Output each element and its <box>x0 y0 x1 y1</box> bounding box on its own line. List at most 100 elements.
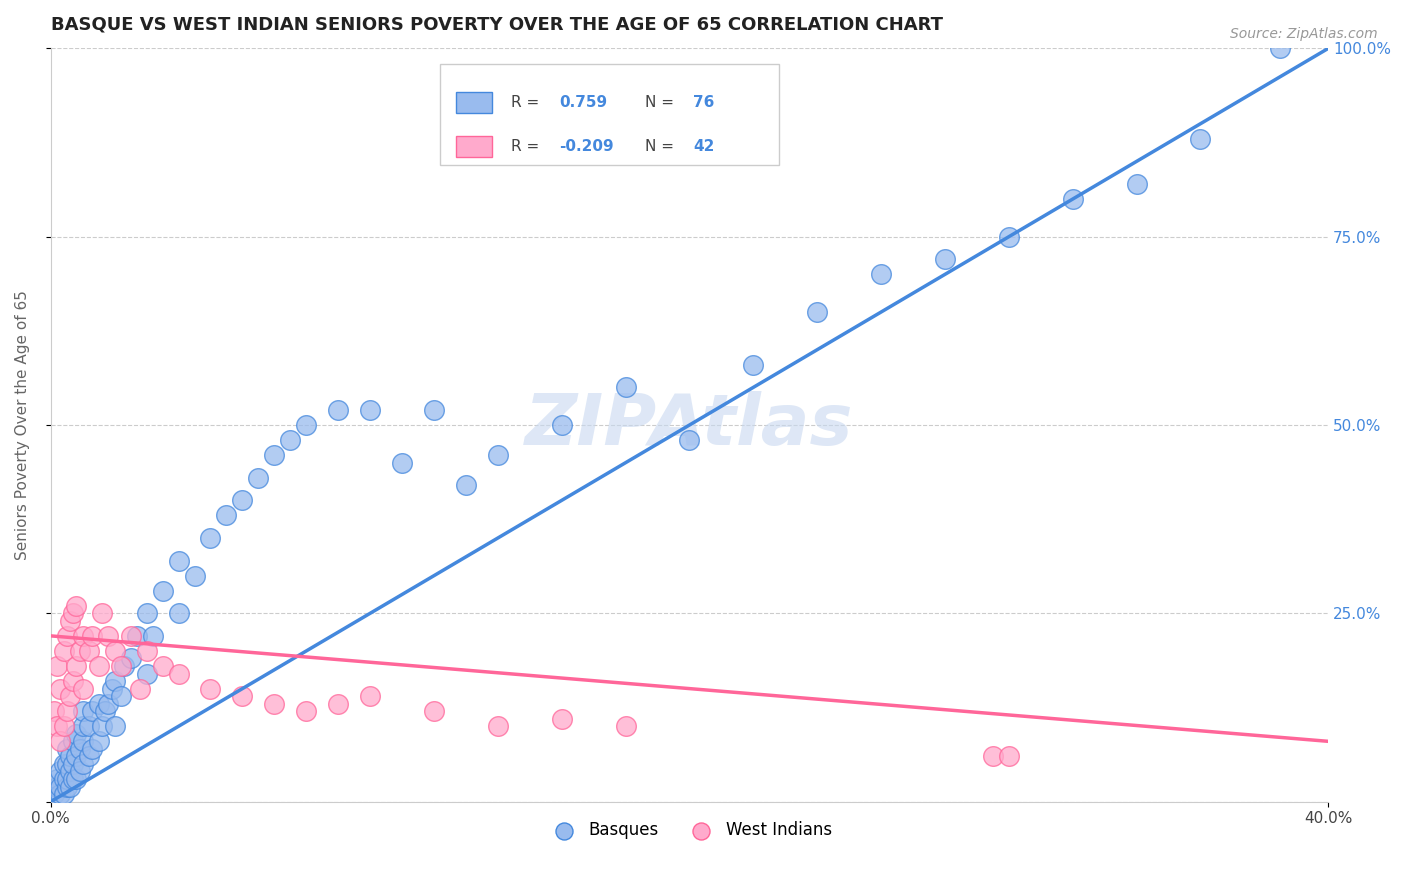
Point <box>59 614 82 628</box>
Point <box>1189 132 1212 146</box>
Point <box>49 780 72 794</box>
Point <box>82 629 104 643</box>
Point <box>52 756 75 771</box>
Point <box>278 433 301 447</box>
Y-axis label: Seniors Poverty Over the Age of 65: Seniors Poverty Over the Age of 65 <box>15 290 30 560</box>
Point <box>110 689 132 703</box>
Point <box>112 659 135 673</box>
Point <box>62 772 84 786</box>
Point <box>46 719 69 733</box>
Point <box>934 252 956 267</box>
Point <box>49 681 72 696</box>
Point <box>135 607 157 621</box>
Point <box>65 749 87 764</box>
Point <box>359 689 381 703</box>
Point <box>62 674 84 689</box>
Point <box>359 403 381 417</box>
Point <box>328 697 350 711</box>
Point <box>551 417 574 432</box>
Point <box>56 772 79 786</box>
Point <box>981 749 1004 764</box>
Text: 42: 42 <box>693 139 714 154</box>
Point <box>72 629 94 643</box>
Point <box>56 756 79 771</box>
Point <box>120 629 142 643</box>
Point <box>104 644 127 658</box>
Point <box>152 659 174 673</box>
Point <box>59 689 82 703</box>
Point <box>200 681 222 696</box>
Text: N =: N = <box>645 95 679 110</box>
Point <box>69 742 91 756</box>
Point <box>77 644 100 658</box>
Point <box>42 787 65 801</box>
Point <box>231 493 253 508</box>
Point <box>42 704 65 718</box>
Point <box>167 666 190 681</box>
Text: BASQUE VS WEST INDIAN SENIORS POVERTY OVER THE AGE OF 65 CORRELATION CHART: BASQUE VS WEST INDIAN SENIORS POVERTY OV… <box>51 15 943 33</box>
Point <box>614 380 637 394</box>
Point <box>295 704 318 718</box>
Point <box>69 644 91 658</box>
Point <box>183 568 205 582</box>
Point <box>215 508 238 523</box>
Point <box>167 607 190 621</box>
Point <box>1125 177 1147 191</box>
Point <box>49 787 72 801</box>
Point <box>742 358 765 372</box>
Point <box>49 764 72 779</box>
Point <box>167 553 190 567</box>
Point <box>62 734 84 748</box>
Point <box>62 607 84 621</box>
Point <box>152 583 174 598</box>
FancyBboxPatch shape <box>440 63 779 165</box>
Point <box>142 629 165 643</box>
Point <box>998 229 1021 244</box>
Point <box>52 644 75 658</box>
Point <box>49 734 72 748</box>
Point <box>125 629 148 643</box>
Point <box>486 719 509 733</box>
Point <box>65 599 87 613</box>
Point <box>110 659 132 673</box>
Point <box>1062 192 1084 206</box>
Point <box>46 780 69 794</box>
Point <box>94 704 117 718</box>
Point <box>87 734 110 748</box>
Point <box>59 749 82 764</box>
Point <box>56 629 79 643</box>
Text: N =: N = <box>645 139 679 154</box>
Point <box>77 719 100 733</box>
Point <box>90 719 112 733</box>
Text: 0.759: 0.759 <box>560 95 607 110</box>
Point <box>77 749 100 764</box>
Point <box>129 681 152 696</box>
Point <box>56 780 79 794</box>
Point <box>65 772 87 786</box>
Point <box>52 787 75 801</box>
Point <box>391 456 413 470</box>
Point <box>65 727 87 741</box>
Point <box>263 697 285 711</box>
Point <box>423 704 446 718</box>
Point <box>200 531 222 545</box>
Point <box>72 756 94 771</box>
Point <box>806 305 828 319</box>
Text: ZIPAtlas: ZIPAtlas <box>526 391 853 459</box>
Point <box>82 704 104 718</box>
Point <box>46 659 69 673</box>
Point <box>87 659 110 673</box>
Point <box>72 704 94 718</box>
Point <box>231 689 253 703</box>
Point <box>998 749 1021 764</box>
Point <box>72 719 94 733</box>
Point <box>454 478 477 492</box>
Point <box>97 697 120 711</box>
FancyBboxPatch shape <box>456 136 492 157</box>
Point <box>135 666 157 681</box>
Text: Source: ZipAtlas.com: Source: ZipAtlas.com <box>1230 27 1378 41</box>
Point <box>87 697 110 711</box>
Point <box>295 417 318 432</box>
Point <box>97 629 120 643</box>
Text: R =: R = <box>510 139 544 154</box>
